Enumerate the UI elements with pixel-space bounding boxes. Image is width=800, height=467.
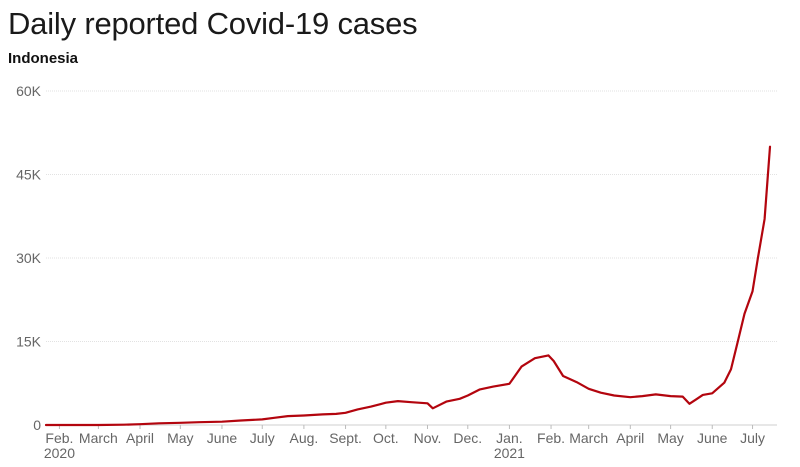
series-line bbox=[44, 145, 772, 427]
x-tick-label: July bbox=[250, 430, 275, 446]
y-tick-label: 15K bbox=[16, 334, 42, 350]
x-tick-label: May bbox=[167, 430, 193, 446]
grid-lines bbox=[46, 90, 777, 426]
y-tick-label: 60K bbox=[16, 83, 42, 99]
y-tick-label: 45K bbox=[16, 167, 42, 183]
chart-title: Daily reported Covid-19 cases bbox=[8, 6, 418, 41]
x-tick-label: April bbox=[616, 430, 644, 446]
x-tick-label: June bbox=[697, 430, 728, 446]
x-year-label: 2020 bbox=[44, 445, 75, 461]
x-tick-label: Dec. bbox=[453, 430, 482, 446]
y-axis: 0 15K 30K 45K 60K bbox=[16, 83, 42, 433]
y-tick-label: 30K bbox=[16, 250, 42, 266]
x-tick-label: Oct. bbox=[373, 430, 399, 446]
x-tick-label: March bbox=[79, 430, 118, 446]
chart-subtitle: Indonesia bbox=[8, 50, 79, 67]
x-tick-label: March bbox=[569, 430, 608, 446]
x-tick-label: Feb. bbox=[45, 430, 73, 446]
x-tick-label: April bbox=[126, 430, 154, 446]
x-tick-label: Jan. bbox=[496, 430, 522, 446]
x-tick-label: Sept. bbox=[329, 430, 362, 446]
y-tick-label: 0 bbox=[33, 417, 41, 433]
x-tick-label: Nov. bbox=[414, 430, 442, 446]
series-group bbox=[44, 145, 772, 427]
x-tick-label: May bbox=[657, 430, 683, 446]
x-year-label: 2021 bbox=[494, 445, 525, 461]
x-tick-label: Aug. bbox=[289, 430, 318, 446]
x-tick-label: July bbox=[740, 430, 765, 446]
x-axis: Feb. March April May June July Aug. Sept. Oct. No… bbox=[44, 425, 765, 461]
x-tick-label: Feb. bbox=[537, 430, 565, 446]
x-tick-label: June bbox=[207, 430, 238, 446]
